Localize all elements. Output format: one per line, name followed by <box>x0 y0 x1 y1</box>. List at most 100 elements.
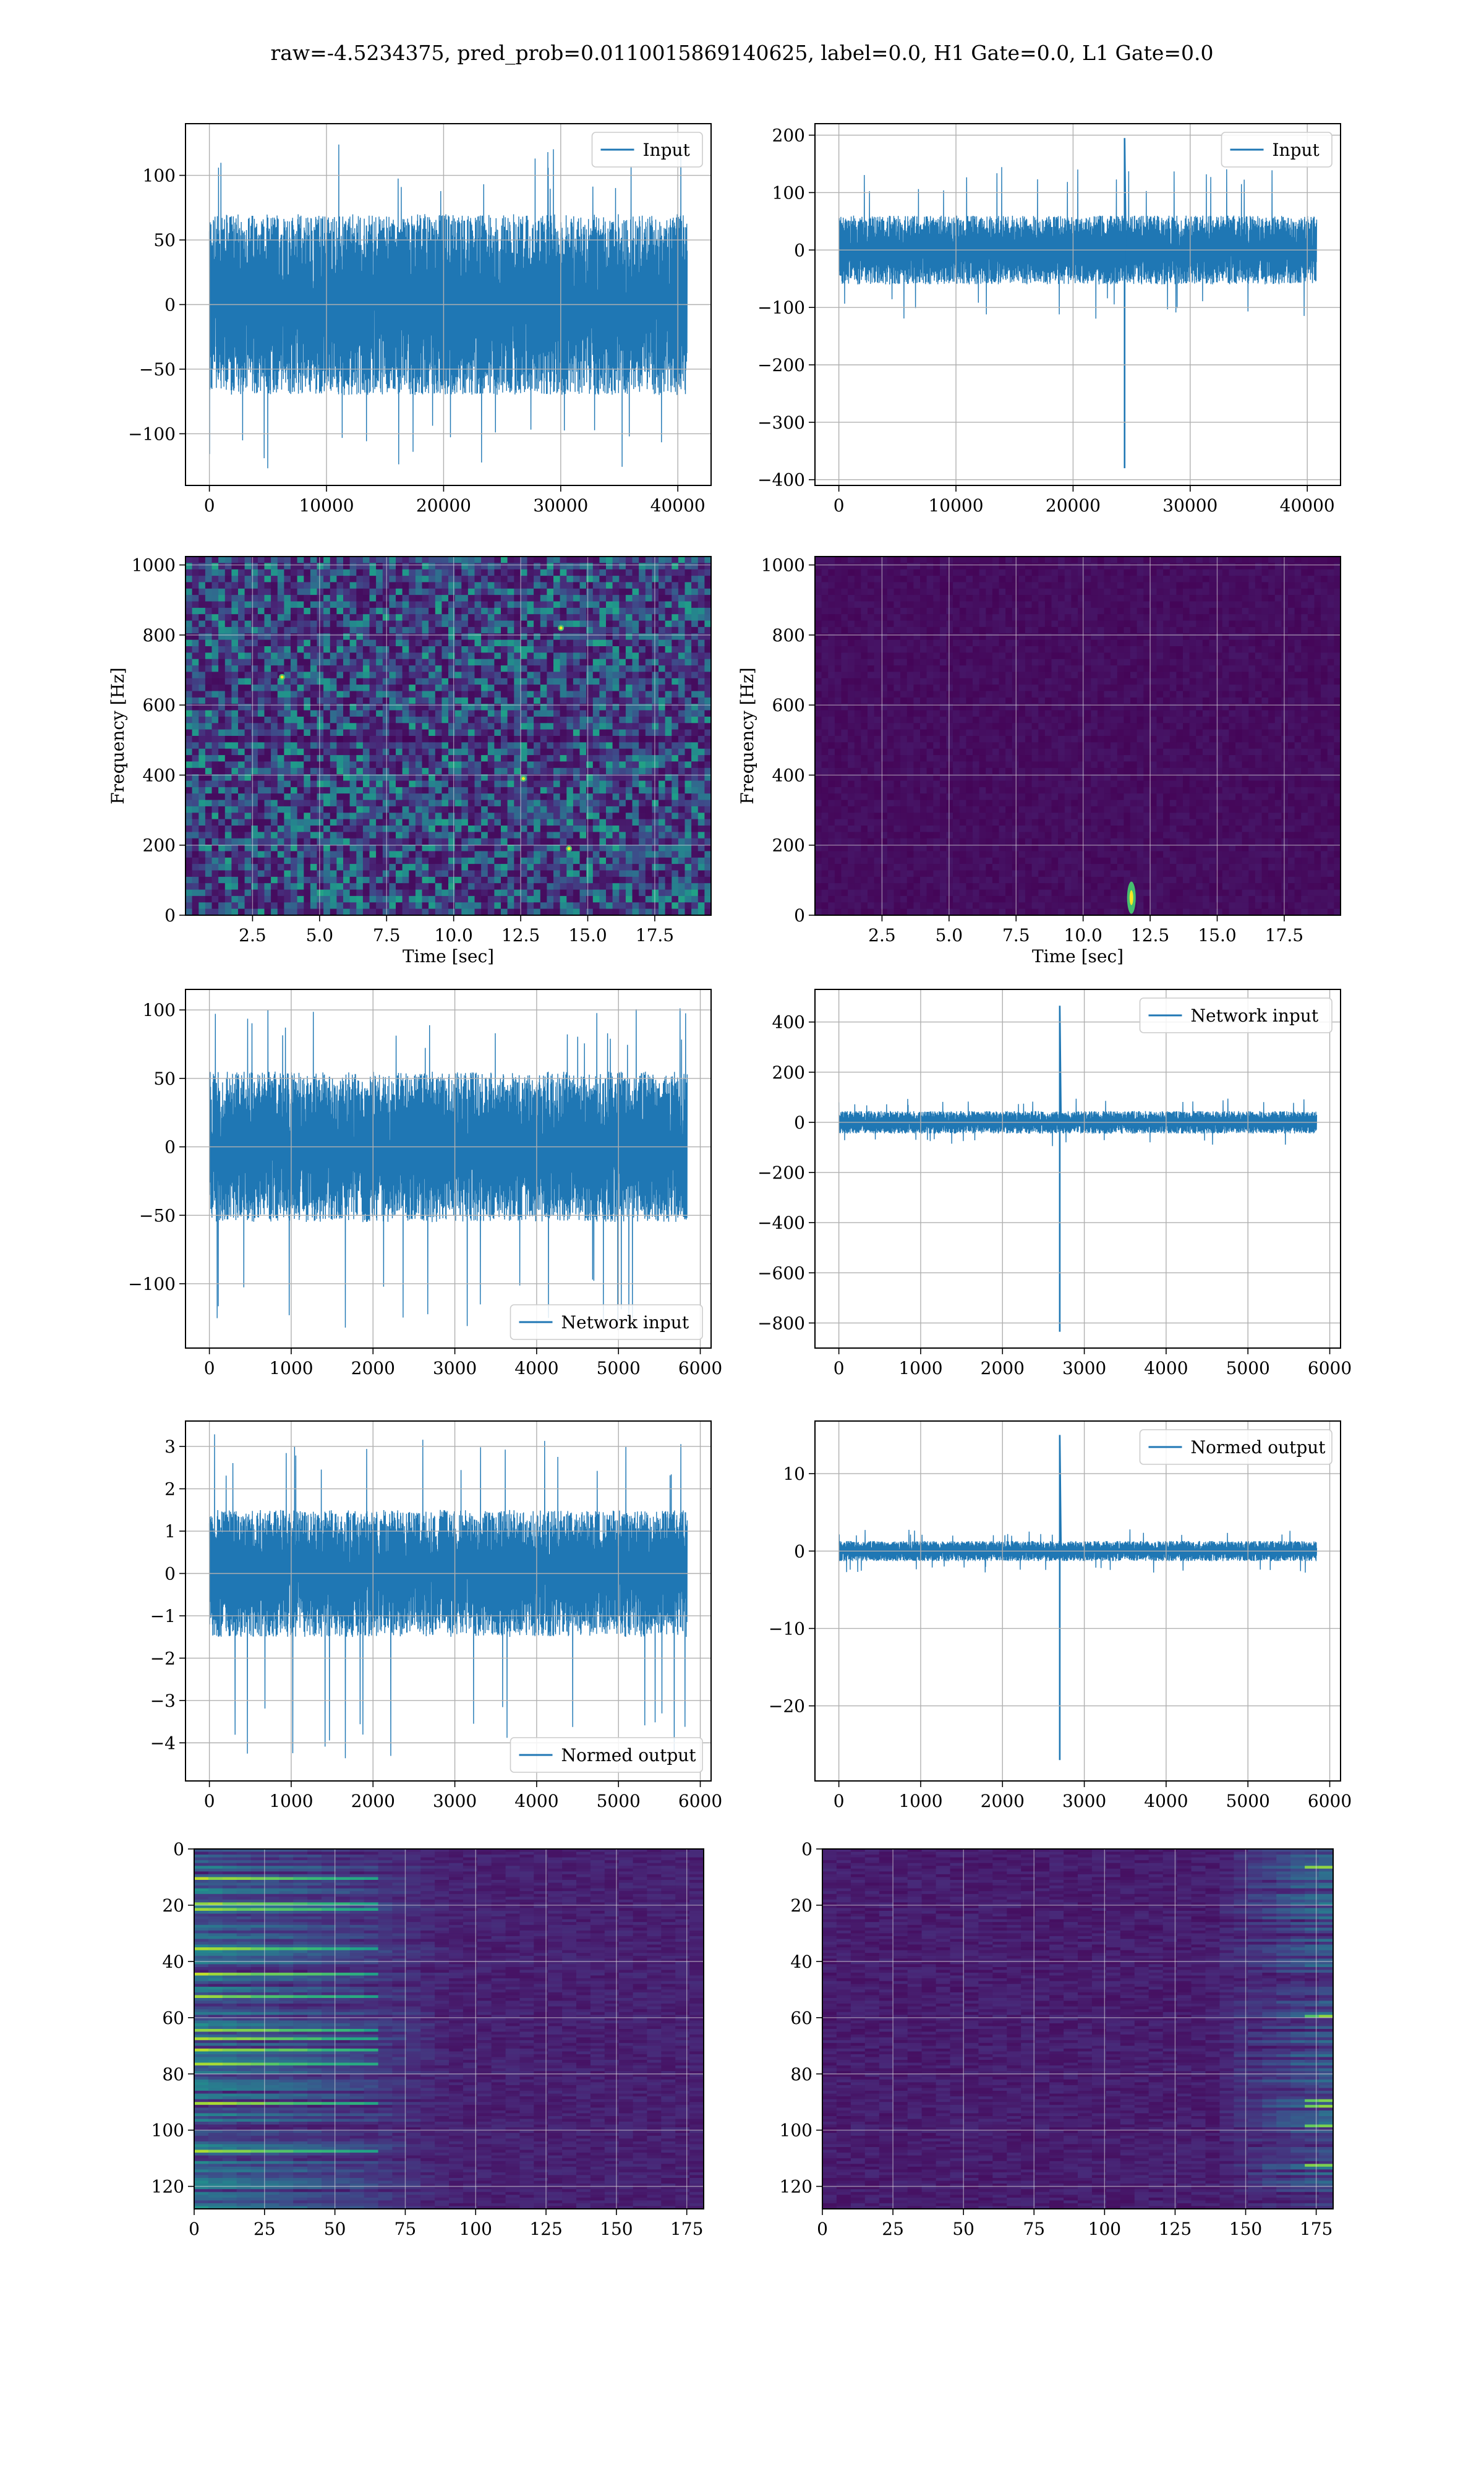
heatmap-cell <box>1130 557 1137 563</box>
heatmap-cell <box>310 711 317 717</box>
heatmap-cell <box>383 691 390 698</box>
heatmap-cell <box>461 839 468 845</box>
heatmap-cell <box>633 652 639 659</box>
heatmap-cell <box>678 871 685 877</box>
heatmap-cell <box>508 755 514 762</box>
heatmap-cell <box>521 678 527 685</box>
heatmap-cell <box>455 826 462 832</box>
heatmap-cell <box>646 736 652 743</box>
heatmap-cell <box>297 570 304 576</box>
heatmap-cell <box>521 595 527 602</box>
heatmap-cell <box>238 602 245 608</box>
heatmap-cell <box>258 698 265 704</box>
heatmap-cell <box>284 621 291 628</box>
heatmap-cell <box>461 826 468 832</box>
heatmap-cell <box>566 761 573 768</box>
heatmap-cell <box>626 589 633 596</box>
heatmap-cell <box>350 570 357 576</box>
heatmap-cell <box>455 839 462 845</box>
heatmap-cell <box>271 576 278 583</box>
heatmap-cell <box>422 793 429 800</box>
heatmap-cell <box>336 806 343 813</box>
heatmap-cell <box>461 883 468 890</box>
heatmap-cell <box>1085 557 1091 563</box>
heatmap-cell <box>461 909 468 916</box>
heatmap-cell <box>448 902 455 909</box>
heatmap-cell <box>501 691 508 698</box>
heatmap-cell <box>192 858 199 864</box>
heatmap-cell <box>403 845 409 852</box>
heatmap-cell <box>626 755 633 762</box>
heatmap-cell <box>422 698 429 704</box>
heatmap-cell <box>323 902 330 909</box>
heatmap-cell <box>488 691 495 698</box>
heatmap-cell <box>1190 576 1196 583</box>
heatmap-cell <box>698 890 705 897</box>
heatmap-cell <box>540 787 547 794</box>
heatmap-cell <box>323 602 330 608</box>
heatmap-cell <box>619 614 626 621</box>
heatmap-cell <box>534 800 540 807</box>
heatmap-cell <box>258 646 265 653</box>
heatmap-cell <box>475 858 482 864</box>
heatmap-cell <box>429 691 435 698</box>
heatmap-cell <box>435 659 442 666</box>
heatmap-cell <box>659 813 665 819</box>
heatmap-cell <box>573 819 580 826</box>
heatmap-cell <box>566 711 573 717</box>
heatmap-cell <box>205 902 212 909</box>
heatmap-cell <box>205 595 212 602</box>
heatmap-cell <box>698 627 705 634</box>
heatmap-cell <box>310 563 317 570</box>
heatmap-cell <box>192 691 199 698</box>
heatmap-cell <box>475 851 482 858</box>
heatmap-cell <box>403 652 409 659</box>
heatmap-cell <box>192 576 199 583</box>
heatmap-cell <box>488 563 495 570</box>
heatmap-cell <box>376 781 383 788</box>
heatmap-cell <box>343 711 350 717</box>
heatmap-cell <box>835 557 842 563</box>
heatmap-cell <box>297 806 304 813</box>
heatmap-cell <box>481 851 488 858</box>
heatmap-cell <box>192 621 199 628</box>
heatmap-cell <box>633 691 639 698</box>
heatmap-cell <box>599 877 606 884</box>
heatmap-cell <box>842 576 848 583</box>
heatmap-cell <box>547 793 553 800</box>
heatmap-cell <box>441 711 448 717</box>
heatmap-cell <box>192 864 199 871</box>
heatmap-cell <box>323 652 330 659</box>
heatmap-cell <box>521 871 527 877</box>
heatmap-cell <box>356 563 363 570</box>
heatmap-cell <box>212 730 219 736</box>
heatmap-cell <box>265 563 271 570</box>
heatmap-cell <box>297 557 304 563</box>
heatmap-cell <box>218 749 225 756</box>
heatmap-cell <box>265 858 271 864</box>
heatmap-cell <box>278 557 284 563</box>
heatmap-cell <box>566 557 573 563</box>
heatmap-cell <box>553 755 560 762</box>
heatmap-cell <box>639 576 646 583</box>
heatmap-cell <box>580 871 587 877</box>
heatmap-cell <box>343 589 350 596</box>
heatmap-cell <box>317 890 324 897</box>
heatmap-cell <box>494 723 501 730</box>
heatmap-cell <box>192 678 199 685</box>
heatmap-cell <box>475 806 482 813</box>
heatmap-cell <box>560 768 567 775</box>
heatmap-cell <box>403 698 409 704</box>
heatmap-cell <box>560 633 567 640</box>
heatmap-cell <box>245 749 252 756</box>
heatmap-cell <box>698 877 705 884</box>
heatmap-cell <box>527 839 534 845</box>
heatmap-cell <box>475 640 482 647</box>
heatmap-cell <box>435 826 442 832</box>
heatmap-cell <box>350 793 357 800</box>
heatmap-cell <box>1308 563 1315 570</box>
heatmap-cell <box>468 582 475 589</box>
heatmap-cell <box>330 608 337 615</box>
heatmap-cell <box>573 800 580 807</box>
heatmap-cell <box>435 652 442 659</box>
